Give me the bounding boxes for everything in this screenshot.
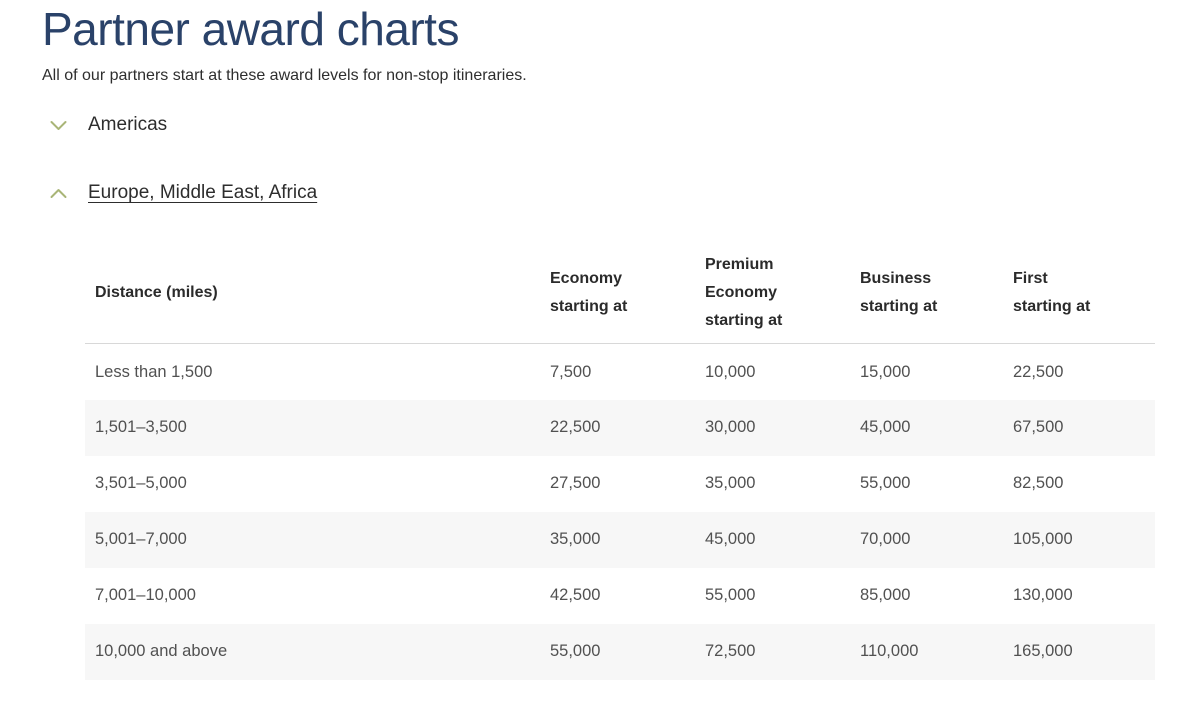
column-header: Premium Economy starting at <box>695 243 850 345</box>
page-subtitle: All of our partners start at these award… <box>42 66 527 84</box>
table-row: 3,501–5,000 27,500 35,000 55,000 82,500 <box>85 456 1155 512</box>
miles-value-cell: 67,500 <box>1013 418 1064 437</box>
miles-value-cell: 22,500 <box>1013 362 1064 381</box>
miles-value-cell: 45,000 <box>705 530 756 549</box>
distance-cell: Less than 1,500 <box>95 362 213 381</box>
distance-cell: 5,001–7,000 <box>95 530 187 549</box>
accordion-label-americas: Americas <box>88 113 168 135</box>
distance-cell: 10,000 and above <box>95 642 228 661</box>
miles-value-cell: 55,000 <box>860 474 911 493</box>
miles-value-cell: 85,000 <box>860 586 911 605</box>
table-row: 5,001–7,000 35,000 45,000 70,000 105,000 <box>85 511 1155 568</box>
column-header: Business starting at <box>850 243 1003 345</box>
miles-value-cell: 82,500 <box>1013 474 1064 493</box>
distance-cell: 7,001–10,000 <box>95 586 196 605</box>
distance-cell: 1,501–3,500 <box>95 418 187 437</box>
chevron-up-icon <box>50 188 67 198</box>
table-row: Less than 1,500 7,500 10,000 15,000 22,500 <box>85 344 1155 400</box>
table-row: 7,001–10,000 42,500 55,000 85,000 130,000 <box>85 568 1155 624</box>
chevron-down-icon <box>50 120 67 130</box>
miles-value-cell: 45,000 <box>860 418 911 437</box>
miles-value-cell: 22,500 <box>550 418 601 437</box>
miles-value-cell: 27,500 <box>550 474 601 493</box>
accordion-label-europe-middle-east-africa: Europe, Middle East, Africa <box>88 181 318 203</box>
accordion-item-americas[interactable]: Americas <box>42 113 1155 137</box>
miles-value-cell: 70,000 <box>860 530 911 549</box>
miles-value-cell: 55,000 <box>550 642 601 661</box>
miles-value-cell: 105,000 <box>1013 530 1073 549</box>
column-header: Economy starting at <box>540 243 695 345</box>
table-row: 1,501–3,500 22,500 30,000 45,000 67,500 <box>85 399 1155 456</box>
accordion-item-europe-middle-east-africa[interactable]: Europe, Middle East, Africa <box>42 181 1155 205</box>
column-header: First starting at <box>1003 243 1155 345</box>
miles-value-cell: 110,000 <box>860 642 919 661</box>
miles-value-cell: 72,500 <box>705 642 756 661</box>
page-title: Partner award charts <box>42 3 459 55</box>
miles-value-cell: 7,500 <box>550 362 592 381</box>
miles-value-cell: 165,000 <box>1013 642 1073 661</box>
miles-value-cell: 15,000 <box>860 362 911 381</box>
award-table-section: Distance (miles) Economy starting at Premi… <box>85 243 1155 680</box>
page-content: Partner award charts All of our partners… <box>42 3 1155 680</box>
column-header: Distance (miles) <box>85 243 540 345</box>
distance-cell: 3,501–5,000 <box>95 474 187 493</box>
miles-value-cell: 30,000 <box>705 418 756 437</box>
miles-value-cell: 42,500 <box>550 586 601 605</box>
miles-value-cell: 35,000 <box>705 474 756 493</box>
miles-value-cell: 130,000 <box>1013 586 1073 605</box>
miles-value-cell: 55,000 <box>705 586 756 605</box>
region-accordion: Americas Europe, Middle East, Africa <box>42 113 1155 205</box>
table-row: 10,000 and above 55,000 72,500 110,000 165,0… <box>85 623 1155 680</box>
miles-value-cell: 35,000 <box>550 530 601 549</box>
award-table: Distance (miles) Economy starting at Premi… <box>85 243 1155 680</box>
miles-value-cell: 10,000 <box>705 362 756 381</box>
table-header-row: Distance (miles) Economy starting at Premi… <box>85 243 1155 345</box>
